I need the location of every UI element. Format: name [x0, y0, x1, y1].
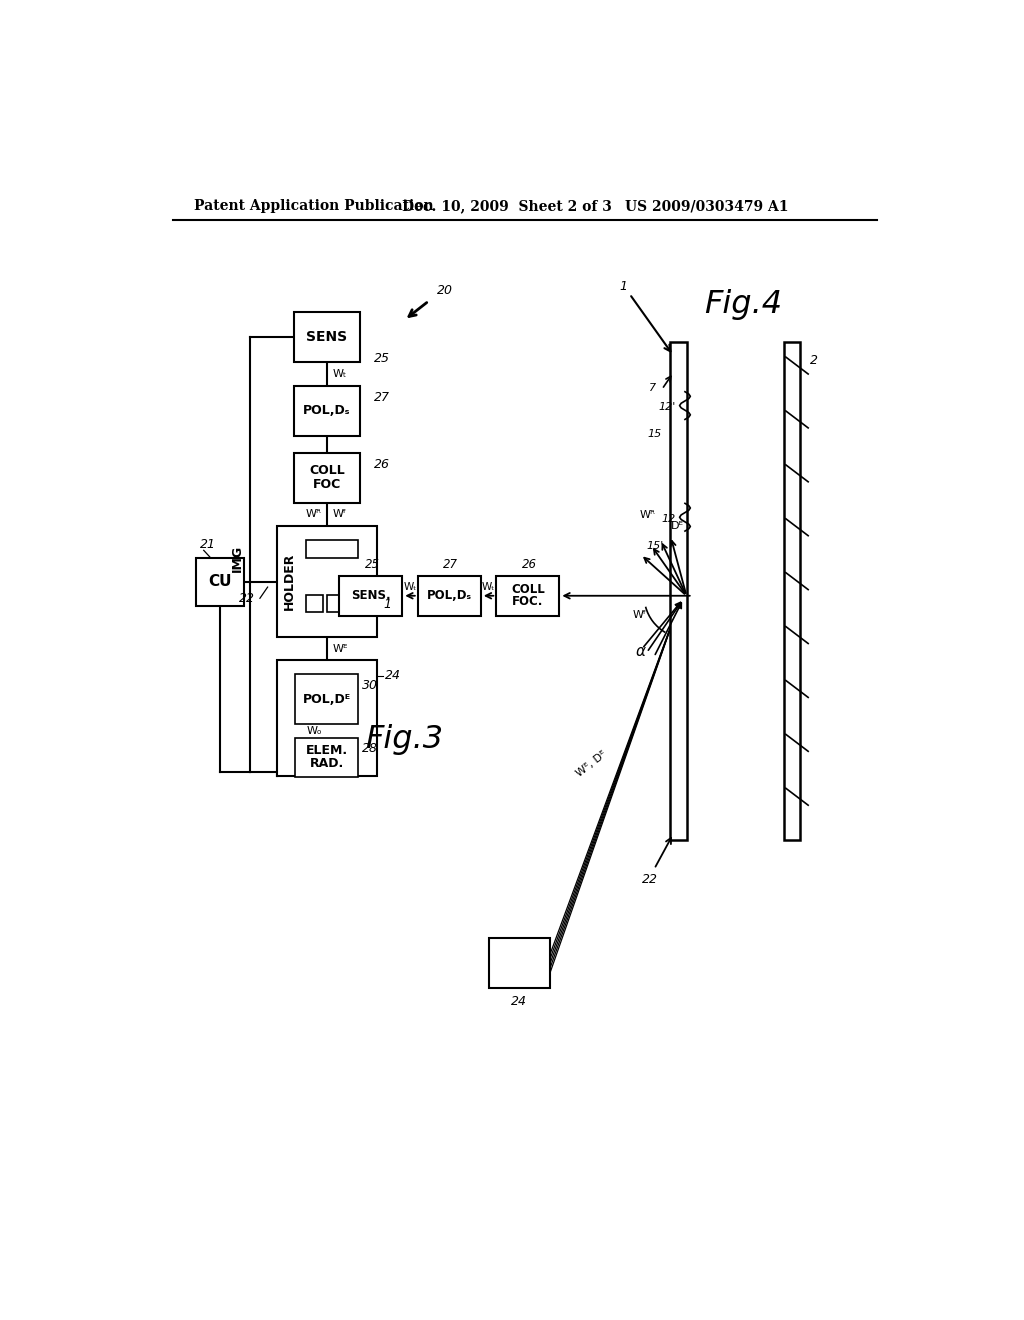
Bar: [418, 576, 481, 615]
Text: Wᴱ, Dᴱ: Wᴱ, Dᴱ: [574, 750, 608, 779]
Text: 7: 7: [648, 383, 655, 393]
Bar: [294, 385, 359, 436]
Text: Wᶠ: Wᶠ: [633, 610, 647, 620]
Text: 30: 30: [361, 678, 378, 692]
Text: 2: 2: [810, 354, 818, 367]
Text: Wᴱ: Wᴱ: [333, 644, 348, 653]
Text: Wᶠ: Wᶠ: [333, 510, 347, 519]
Text: 28: 28: [361, 742, 378, 755]
Text: 25: 25: [374, 352, 389, 366]
Text: FOC.: FOC.: [512, 595, 544, 609]
Text: 1: 1: [383, 598, 391, 611]
Text: US 2009/0303479 A1: US 2009/0303479 A1: [625, 199, 788, 213]
Text: 12: 12: [662, 513, 676, 524]
Text: 22: 22: [642, 874, 657, 887]
Bar: [276, 525, 377, 638]
Text: RAD.: RAD.: [310, 758, 344, 770]
Text: IMG: IMG: [230, 545, 244, 572]
Text: SENS.: SENS.: [351, 589, 390, 602]
Bar: [497, 576, 559, 615]
Text: Dec. 10, 2009  Sheet 2 of 3: Dec. 10, 2009 Sheet 2 of 3: [402, 199, 612, 213]
Text: Wᴿ: Wᴿ: [640, 510, 655, 520]
Text: Dᴱ: Dᴱ: [671, 521, 684, 532]
Text: COLL: COLL: [309, 465, 345, 477]
Text: α: α: [635, 644, 645, 659]
Text: 26: 26: [374, 458, 389, 471]
Bar: [339, 576, 402, 615]
Bar: [306, 595, 323, 612]
Bar: [294, 313, 359, 363]
Text: POL,Dₛ: POL,Dₛ: [303, 404, 350, 417]
Text: 1: 1: [620, 280, 628, 293]
Bar: [276, 660, 377, 776]
Text: 27: 27: [374, 391, 389, 404]
Bar: [196, 558, 244, 606]
Text: 27: 27: [443, 558, 458, 572]
Bar: [670, 342, 686, 840]
Text: HOLDER: HOLDER: [283, 553, 296, 610]
Text: 15': 15': [646, 541, 664, 550]
Text: Wₜ: Wₜ: [403, 582, 417, 591]
Text: POL,Dₛ: POL,Dₛ: [427, 589, 472, 602]
Text: Patent Application Publication: Patent Application Publication: [194, 199, 433, 213]
Text: Wₒ: Wₒ: [306, 726, 323, 737]
Text: 22: 22: [240, 591, 255, 605]
Text: POL,Dᴱ: POL,Dᴱ: [303, 693, 351, 706]
Text: Fig.4: Fig.4: [703, 289, 781, 321]
Bar: [488, 939, 550, 989]
Text: Fig.3: Fig.3: [365, 725, 443, 755]
Text: SENS: SENS: [306, 330, 347, 345]
Text: 24: 24: [385, 669, 400, 682]
Bar: [327, 595, 344, 612]
Text: FOC: FOC: [312, 478, 341, 491]
Bar: [295, 675, 358, 725]
Text: Wᴿ: Wᴿ: [305, 510, 322, 519]
Bar: [783, 342, 801, 840]
Text: ELEM.: ELEM.: [306, 744, 348, 758]
Text: 25: 25: [365, 558, 380, 572]
Bar: [348, 595, 365, 612]
Text: 24: 24: [511, 995, 527, 1008]
Text: 12': 12': [658, 403, 676, 412]
Bar: [295, 738, 358, 776]
Text: Wₜ: Wₜ: [482, 582, 496, 591]
Text: 15: 15: [647, 429, 662, 440]
Text: 26: 26: [521, 558, 537, 572]
Text: 21: 21: [200, 537, 216, 550]
Text: Wₜ: Wₜ: [333, 370, 347, 379]
Bar: [294, 453, 359, 503]
Text: CU: CU: [208, 574, 231, 590]
Text: 20: 20: [436, 284, 453, 297]
Text: COLL: COLL: [511, 583, 545, 597]
Bar: [306, 540, 358, 558]
